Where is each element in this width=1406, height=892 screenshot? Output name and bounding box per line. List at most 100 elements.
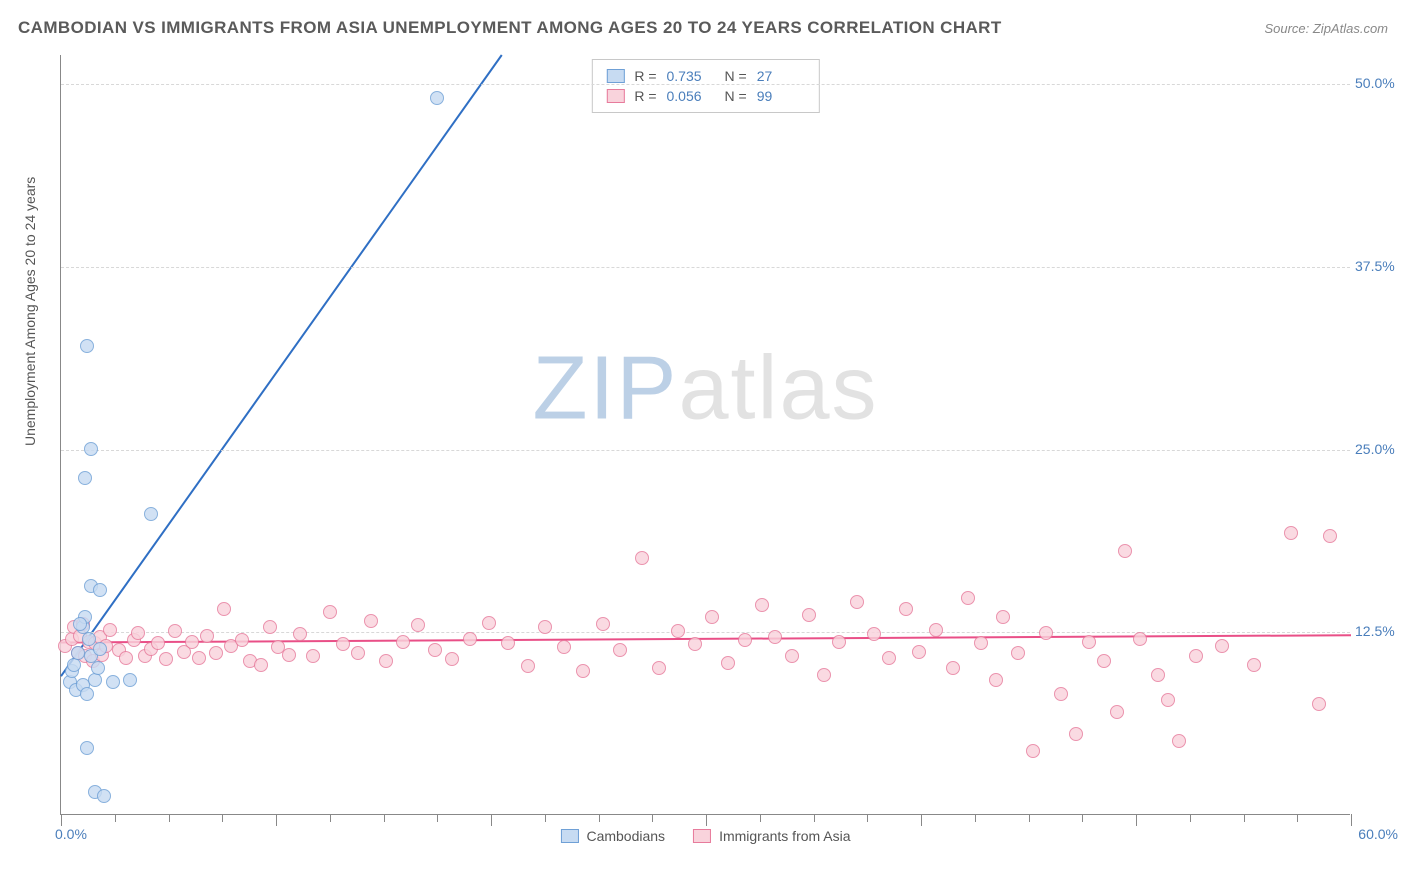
data-point-asia — [323, 605, 337, 619]
data-point-asia — [364, 614, 378, 628]
data-point-asia — [445, 652, 459, 666]
data-point-asia — [396, 635, 410, 649]
data-point-asia — [596, 617, 610, 631]
legend-swatch-asia — [693, 829, 711, 843]
xtick — [384, 814, 385, 822]
data-point-asia — [200, 629, 214, 643]
data-point-asia — [738, 633, 752, 647]
legend: Cambodians Immigrants from Asia — [560, 828, 850, 844]
data-point-asia — [996, 610, 1010, 624]
data-point-asia — [131, 626, 145, 640]
source-label: Source: ZipAtlas.com — [1264, 21, 1388, 36]
xtick — [975, 814, 976, 822]
plot-area: ZIPatlas R = 0.735 N = 27 R = 0.056 N = … — [60, 55, 1350, 815]
data-point-cambodians — [93, 642, 107, 656]
xtick — [491, 814, 492, 826]
data-point-cambodians — [73, 617, 87, 631]
legend-item-asia: Immigrants from Asia — [693, 828, 850, 844]
data-point-asia — [802, 608, 816, 622]
xmin-label: 0.0% — [55, 826, 87, 842]
data-point-asia — [974, 636, 988, 650]
data-point-asia — [989, 673, 1003, 687]
xtick — [599, 814, 600, 822]
data-point-asia — [306, 649, 320, 663]
data-point-asia — [912, 645, 926, 659]
watermark: ZIPatlas — [532, 337, 878, 440]
xtick — [330, 814, 331, 822]
legend-item-cambodians: Cambodians — [560, 828, 665, 844]
data-point-asia — [705, 610, 719, 624]
data-point-asia — [293, 627, 307, 641]
data-point-asia — [882, 651, 896, 665]
data-point-asia — [867, 627, 881, 641]
data-point-asia — [557, 640, 571, 654]
gridline — [61, 267, 1350, 268]
gridline — [61, 84, 1350, 85]
data-point-asia — [159, 652, 173, 666]
data-point-asia — [103, 623, 117, 637]
ytick-label: 50.0% — [1355, 75, 1406, 91]
regression-lines — [61, 55, 1351, 815]
data-point-asia — [235, 633, 249, 647]
data-point-cambodians — [97, 789, 111, 803]
data-point-asia — [411, 618, 425, 632]
swatch-cambodians — [606, 69, 624, 83]
data-point-asia — [832, 635, 846, 649]
data-point-asia — [336, 637, 350, 651]
data-point-cambodians — [93, 583, 107, 597]
data-point-asia — [1110, 705, 1124, 719]
data-point-asia — [929, 623, 943, 637]
data-point-asia — [652, 661, 666, 675]
data-point-cambodians — [430, 91, 444, 105]
data-point-asia — [899, 602, 913, 616]
data-point-asia — [1097, 654, 1111, 668]
data-point-asia — [1284, 526, 1298, 540]
data-point-asia — [263, 620, 277, 634]
data-point-asia — [768, 630, 782, 644]
data-point-asia — [463, 632, 477, 646]
data-point-asia — [192, 651, 206, 665]
data-point-asia — [538, 620, 552, 634]
data-point-asia — [1247, 658, 1261, 672]
data-point-asia — [688, 637, 702, 651]
data-point-asia — [785, 649, 799, 663]
xtick — [1351, 814, 1352, 826]
legend-swatch-cambodians — [560, 829, 578, 843]
data-point-asia — [168, 624, 182, 638]
data-point-asia — [1189, 649, 1203, 663]
gridline — [61, 450, 1350, 451]
data-point-asia — [185, 635, 199, 649]
xtick — [115, 814, 116, 822]
data-point-asia — [282, 648, 296, 662]
data-point-cambodians — [123, 673, 137, 687]
data-point-asia — [613, 643, 627, 657]
stat-row-asia: R = 0.056 N = 99 — [606, 86, 804, 106]
xtick — [1082, 814, 1083, 822]
data-point-cambodians — [91, 661, 105, 675]
data-point-asia — [850, 595, 864, 609]
data-point-asia — [254, 658, 268, 672]
xtick — [921, 814, 922, 826]
xtick — [61, 814, 62, 826]
data-point-asia — [1323, 529, 1337, 543]
data-point-cambodians — [144, 507, 158, 521]
xtick — [169, 814, 170, 822]
data-point-asia — [501, 636, 515, 650]
data-point-asia — [1011, 646, 1025, 660]
data-point-cambodians — [80, 339, 94, 353]
stats-box: R = 0.735 N = 27 R = 0.056 N = 99 — [591, 59, 819, 113]
data-point-asia — [351, 646, 365, 660]
ytick-label: 25.0% — [1355, 441, 1406, 457]
data-point-asia — [1133, 632, 1147, 646]
xtick — [706, 814, 707, 826]
data-point-cambodians — [106, 675, 120, 689]
xtick — [1244, 814, 1245, 822]
xtick — [222, 814, 223, 822]
xtick — [1136, 814, 1137, 826]
data-point-asia — [209, 646, 223, 660]
xtick — [437, 814, 438, 822]
data-point-asia — [428, 643, 442, 657]
data-point-asia — [482, 616, 496, 630]
xtick — [1190, 814, 1191, 822]
regression-line — [61, 635, 1351, 642]
